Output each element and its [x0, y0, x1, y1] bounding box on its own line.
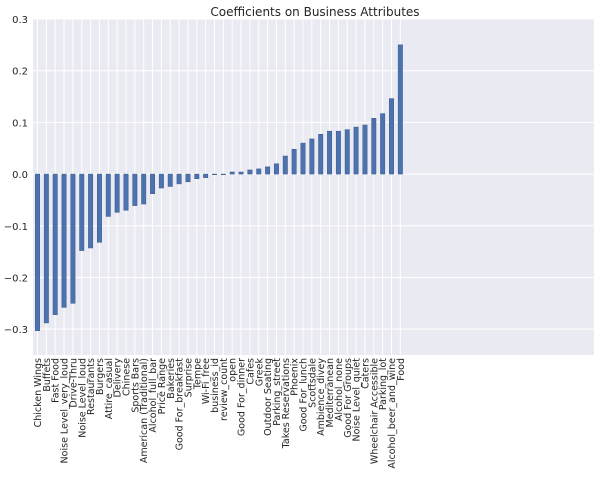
- x-tick-label: Ambience_divey: [316, 358, 327, 436]
- bar-scottsdale: [309, 138, 315, 175]
- bar-parking-lot: [380, 113, 386, 175]
- bar-burgers: [97, 173, 102, 243]
- bar-outdoor-seating: [265, 166, 271, 175]
- bar-surprise: [185, 173, 191, 183]
- bar-phoenix: [291, 149, 297, 175]
- x-tick-label: Food: [396, 358, 407, 381]
- x-tick-label: review_count: [219, 358, 230, 421]
- x-tick-label: Delivery: [113, 358, 124, 398]
- x-tick-label: Chinese: [122, 358, 133, 396]
- bar-good-for-groups: [344, 129, 350, 175]
- y-tick-label: 0.2: [12, 67, 28, 78]
- x-tick-label: open: [228, 358, 239, 382]
- bar-bakeries: [167, 173, 173, 187]
- x-tick-label: Good For Groups: [343, 358, 354, 438]
- bar-noise-level-quiet: [353, 126, 359, 175]
- x-tick-label: Alcohol_beer_and_wine: [387, 358, 398, 469]
- x-tick-label: Takes Reservations: [281, 358, 292, 449]
- x-tick-label: Attire_casual: [104, 358, 115, 419]
- x-tick-label: Chicken Wings: [33, 358, 44, 427]
- x-tick-label: Noise Level_very_loud: [60, 358, 71, 463]
- bar-alcohol-none: [335, 130, 341, 175]
- x-tick-label: Caters: [360, 358, 371, 389]
- y-tick-label: −0.2: [4, 273, 28, 284]
- x-tick-label: American (Traditional): [139, 358, 150, 463]
- x-tick-label: Sports Bars: [130, 358, 141, 413]
- bar-tempe: [194, 173, 200, 179]
- bar-alcohol-full-bar: [150, 173, 156, 194]
- bar-ambience-divey: [318, 134, 324, 175]
- x-tick-label: Parking_street: [272, 358, 283, 426]
- chart-title: Coefficients on Business Attributes: [210, 5, 419, 19]
- x-tick-label: Fast Food: [51, 358, 62, 403]
- x-tick-label: Noise Level_quiet: [352, 358, 363, 442]
- x-tick-label: Parking_lot: [378, 358, 389, 410]
- bar-buffets: [43, 173, 49, 324]
- bar-business-id: [212, 173, 217, 175]
- x-tick-label: Wheelchair Accessible: [369, 358, 380, 464]
- y-tick-label: 0.0: [12, 170, 28, 181]
- bar-greek: [256, 168, 262, 175]
- x-tick-label: Price Range: [157, 358, 168, 414]
- x-tick-label: Good For_dinner: [237, 358, 248, 436]
- bar-american-traditional-: [141, 173, 147, 205]
- x-tick-label: Drive-Thru: [68, 358, 79, 408]
- bar-good-for-breakfast: [176, 173, 182, 185]
- bar-price-range: [158, 173, 164, 189]
- x-tick-label: Good For_breakfast: [175, 358, 186, 451]
- bar-wheelchair-accessible: [371, 117, 377, 175]
- x-tick-label: Cafes: [245, 358, 256, 385]
- x-tick-label: Tempe: [192, 358, 203, 390]
- x-tick-label: Greek: [254, 358, 265, 387]
- bar-good-for-dinner: [238, 171, 244, 175]
- x-tick-label: Alcohol_none: [334, 358, 345, 421]
- x-tick-label: Burgers: [95, 358, 106, 395]
- bar-fast-food: [52, 173, 58, 315]
- x-tick-label: Scottsdale: [307, 358, 318, 408]
- bar-good-for-lunch: [300, 142, 306, 175]
- bar-parking-street: [274, 163, 279, 175]
- x-tick-label: Phoenix: [290, 358, 301, 396]
- x-tick-label: Outdoor Seating: [263, 358, 274, 436]
- x-tick-label: Alcohol_full_bar: [148, 358, 159, 433]
- bar-noise-level-very-loud: [61, 173, 67, 308]
- bar-alcohol-beer-and-wine: [389, 98, 394, 175]
- bar-chicken-wings: [35, 173, 40, 331]
- y-tick-label: −0.1: [4, 222, 28, 233]
- bar-review-count: [220, 173, 226, 175]
- x-tick-label: Mediterranean: [325, 358, 336, 427]
- bars: [35, 44, 403, 331]
- x-tick-label: Buffets: [42, 358, 53, 392]
- x-tick-label: Noise Level_loud: [77, 358, 88, 438]
- bar-restaurants: [88, 173, 94, 249]
- bar-chinese: [123, 173, 129, 211]
- bar-delivery: [114, 173, 120, 213]
- y-tick-label: 0.3: [12, 15, 28, 26]
- bar-caters: [362, 124, 368, 175]
- x-tick-label: Surprise: [183, 358, 194, 397]
- bar-drive-thru: [70, 173, 76, 304]
- bar-cafes: [247, 169, 253, 175]
- y-tick-label: −0.3: [4, 325, 28, 336]
- bar-open: [229, 171, 235, 175]
- bar-attire-casual: [105, 173, 111, 217]
- x-tick-label: Wi-Fi_free: [201, 358, 212, 404]
- bar-wi-fi-free: [203, 173, 209, 178]
- bar-takes-reservations: [282, 155, 288, 175]
- x-tick-label: Restaurants: [86, 358, 97, 415]
- bar-sports-bars: [132, 173, 138, 206]
- x-tick-label: Bakeries: [166, 358, 177, 399]
- y-tick-labels: −0.3 −0.2 −0.1 0.0 0.1 0.2 0.3: [4, 15, 28, 336]
- bar-food: [397, 44, 403, 175]
- x-tick-label: business_id: [210, 358, 221, 413]
- bar-noise-level-loud: [79, 173, 85, 251]
- bar-mediterranean: [327, 130, 333, 175]
- x-tick-label: Good For_lunch: [299, 358, 310, 432]
- y-tick-label: 0.1: [12, 118, 28, 129]
